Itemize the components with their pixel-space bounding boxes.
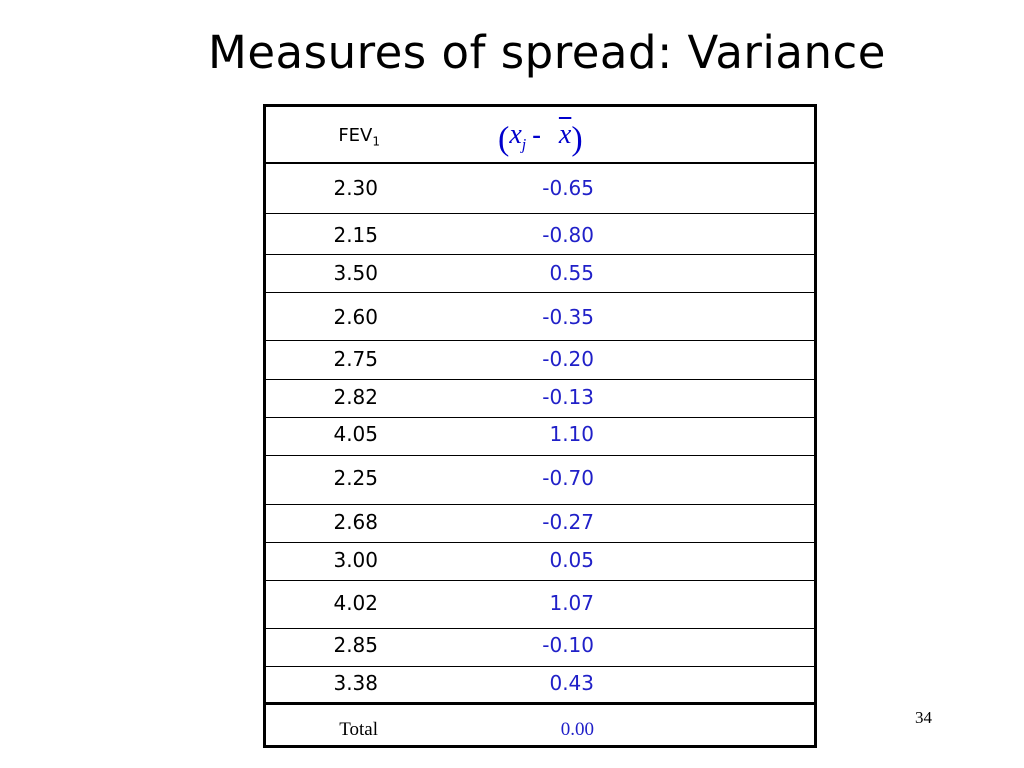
fev-cell: 4.02	[333, 591, 378, 615]
table-header-row: FEV1 (xj - x)	[266, 107, 814, 162]
fev-cell: 2.30	[333, 176, 378, 200]
deviation-cell: -0.27	[542, 510, 594, 534]
deviation-cell: -0.80	[542, 223, 594, 247]
fev-cell: 3.50	[333, 261, 378, 285]
table-row: 2.15 -0.80	[266, 213, 814, 254]
formula-j-subscript: j	[521, 136, 527, 154]
fev-cell: 2.60	[333, 305, 378, 329]
deviation-column-header: (xj - x)	[498, 119, 583, 158]
deviation-cell: 0.05	[549, 548, 594, 572]
fev-column-header: FEV1	[338, 125, 380, 149]
fev-cell: 2.75	[333, 347, 378, 371]
fev-cell: 2.82	[333, 385, 378, 409]
fev-cell: 2.25	[333, 466, 378, 490]
fev-cell: 2.85	[333, 633, 378, 657]
total-label: Total	[339, 719, 378, 740]
table-row: 2.85 -0.10	[266, 628, 814, 666]
fev-header-label: FEV	[338, 125, 373, 146]
deviation-table: FEV1 (xj - x) 2.30 -0.65 2.15 -0.80 3.50 0…	[263, 104, 817, 748]
table-row: 2.30 -0.65	[266, 162, 814, 213]
deviation-cell: 0.55	[549, 261, 594, 285]
table-row: 2.25 -0.70	[266, 455, 814, 504]
formula-x: x	[509, 119, 522, 150]
table-row: 3.00 0.05	[266, 542, 814, 580]
table-row: 4.05 1.10	[266, 417, 814, 455]
table-total-row: Total 0.00	[266, 702, 814, 745]
table-row: 2.75 -0.20	[266, 340, 814, 379]
formula-close-paren: )	[571, 120, 583, 158]
deviation-cell: -0.70	[542, 466, 594, 490]
fev-header-subscript: 1	[372, 134, 380, 149]
slide-title: Measures of spread: Variance	[208, 26, 886, 79]
total-value: 0.00	[560, 719, 594, 740]
page-number: 34	[915, 708, 932, 727]
formula-xbar: x	[558, 119, 572, 150]
fev-cell: 3.38	[333, 671, 378, 695]
deviation-cell: 1.07	[549, 591, 594, 615]
table-row: 2.82 -0.13	[266, 379, 814, 417]
deviation-cell: 1.10	[549, 422, 594, 446]
formula-xj: xj	[509, 119, 526, 154]
table-row: 2.68 -0.27	[266, 504, 814, 542]
deviation-cell: -0.65	[542, 176, 594, 200]
deviation-cell: -0.13	[542, 385, 594, 409]
fev-cell: 2.15	[333, 223, 378, 247]
fev-cell: 3.00	[333, 548, 378, 572]
deviation-cell: 0.43	[549, 671, 594, 695]
formula-open-paren: (	[498, 120, 510, 158]
formula-minus: -	[532, 120, 541, 149]
deviation-cell: -0.20	[542, 347, 594, 371]
deviation-cell: -0.10	[542, 633, 594, 657]
table-row: 3.50 0.55	[266, 254, 814, 292]
fev-cell: 4.05	[333, 422, 378, 446]
fev-cell: 2.68	[333, 510, 378, 534]
table-row: 4.02 1.07	[266, 580, 814, 628]
deviation-cell: -0.35	[542, 305, 594, 329]
table-row: 2.60 -0.35	[266, 292, 814, 340]
table-row: 3.38 0.43	[266, 666, 814, 702]
